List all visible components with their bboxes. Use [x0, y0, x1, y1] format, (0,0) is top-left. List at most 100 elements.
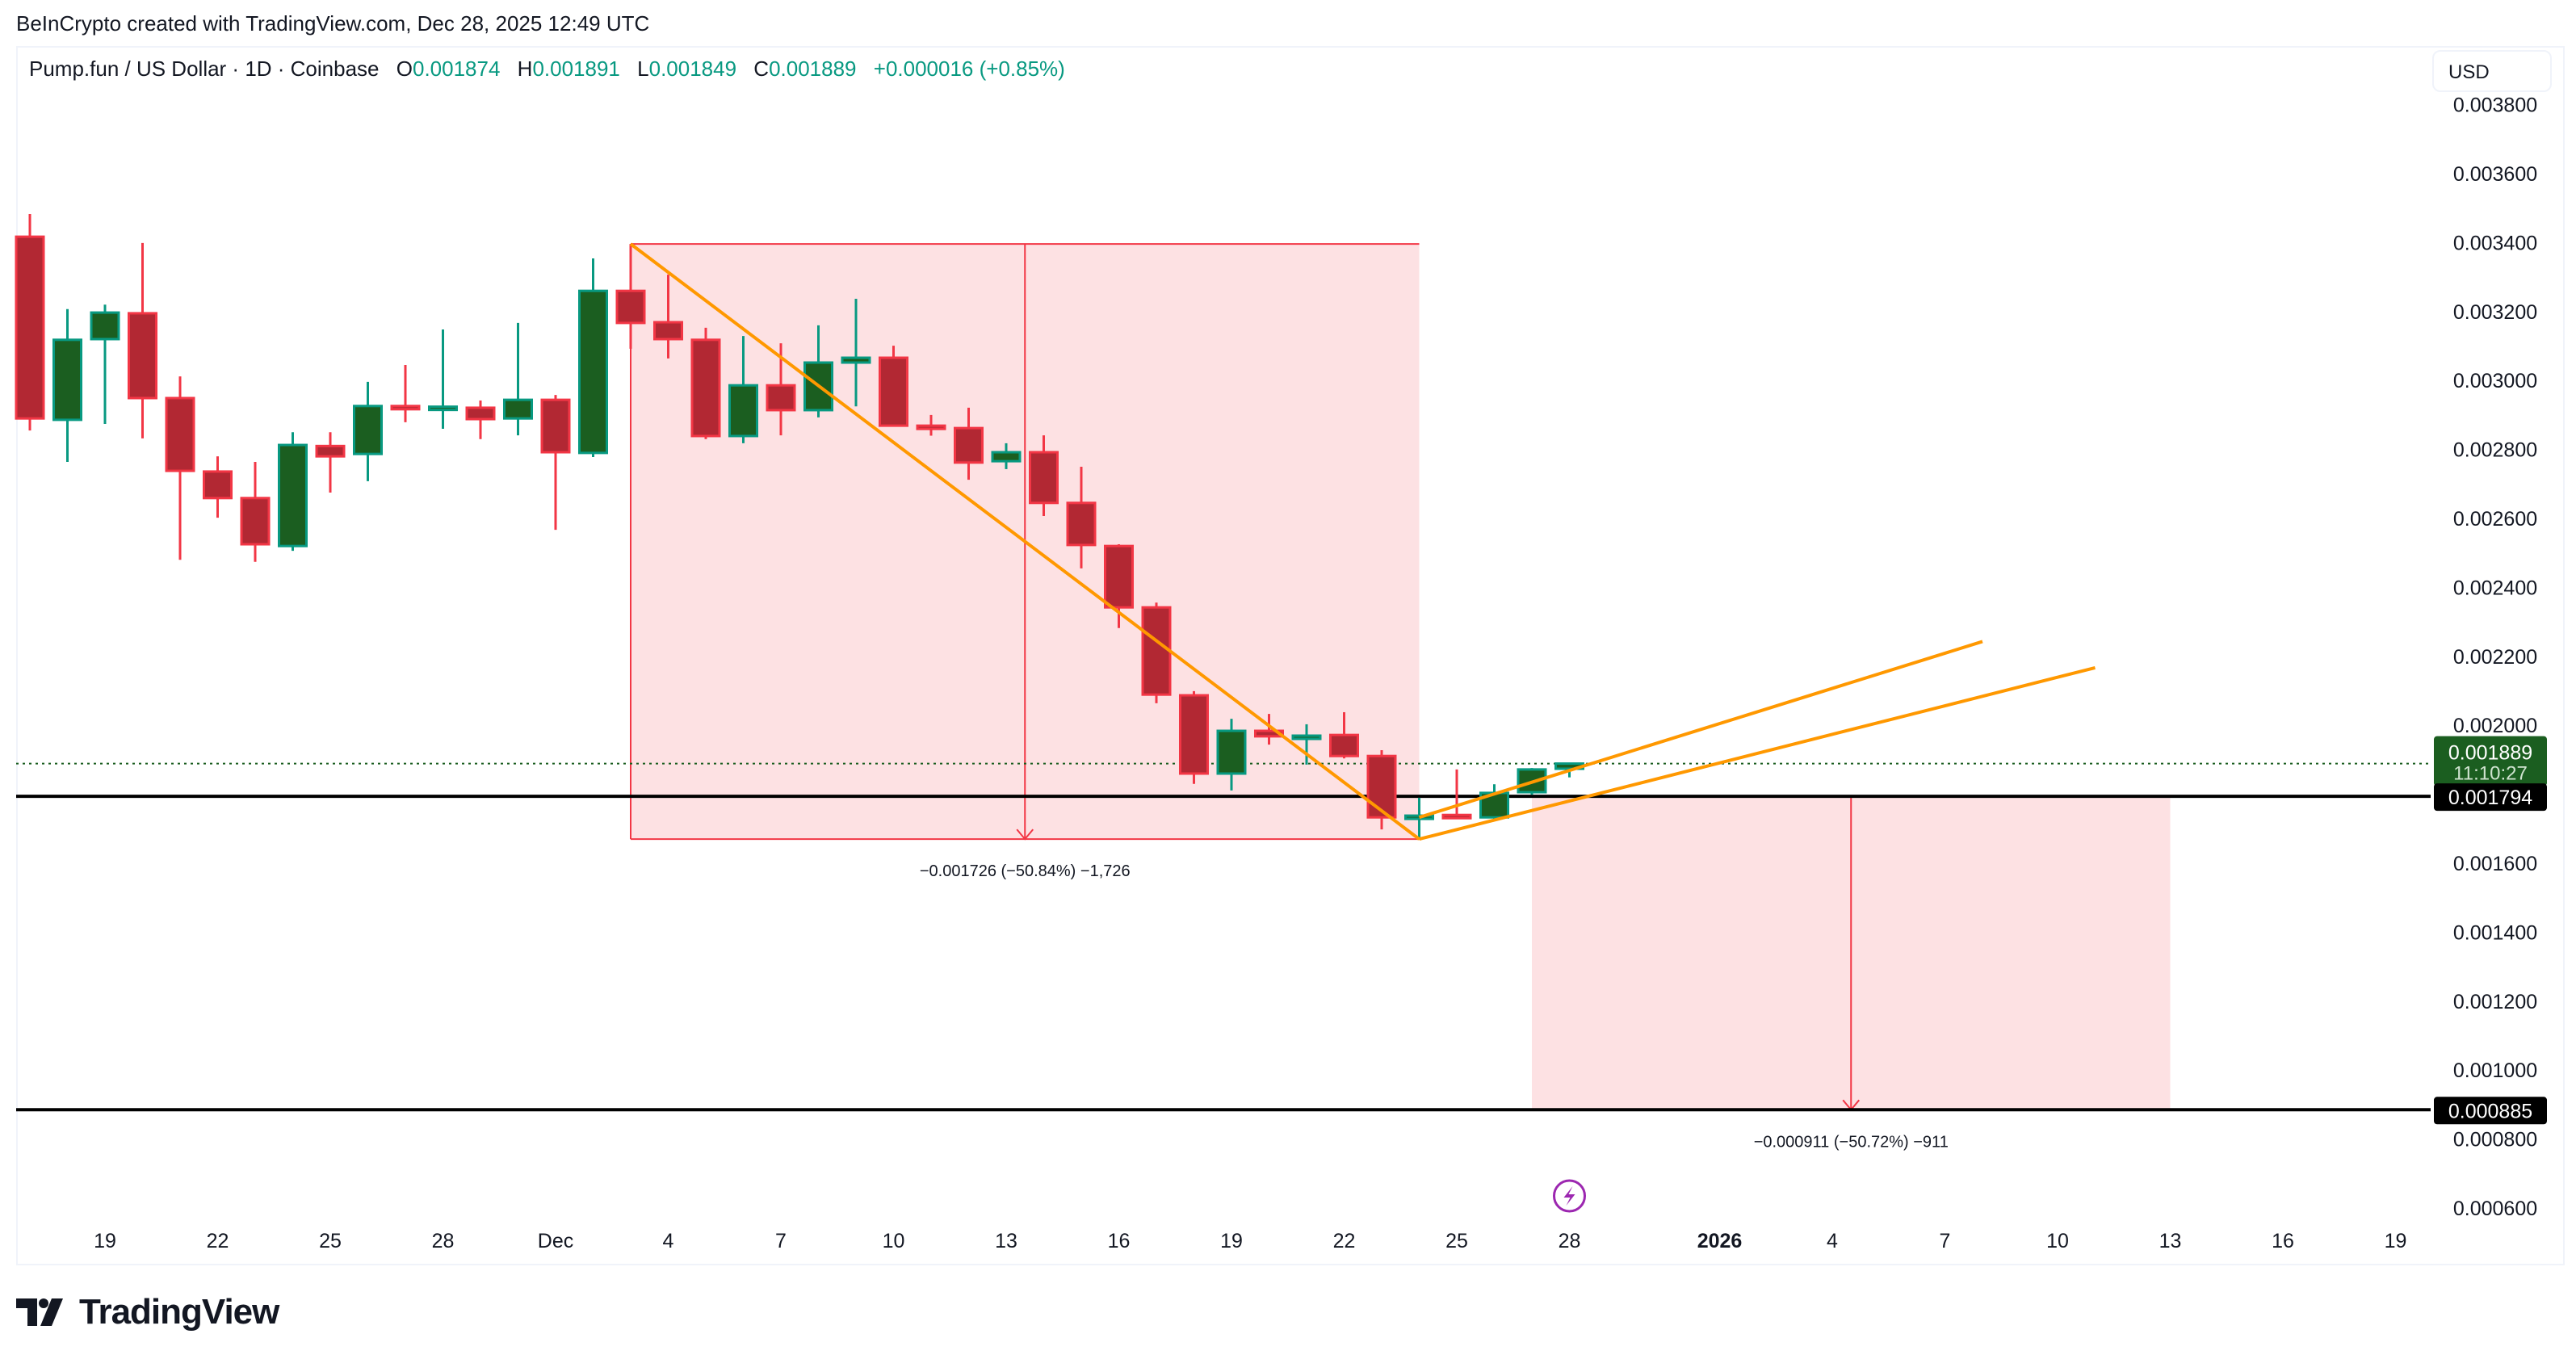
candle [465, 400, 496, 439]
y-tick-label: 0.003200 [2453, 301, 2537, 324]
candle [240, 461, 271, 562]
change-value: +0.000016 (+0.85%) [873, 57, 1065, 81]
candle-body [954, 426, 984, 464]
candle [1141, 602, 1172, 703]
candle-body [278, 443, 308, 547]
y-tick-label: 0.000600 [2453, 1198, 2537, 1220]
x-tick-label: 19 [94, 1230, 116, 1252]
candle-body [165, 396, 195, 472]
candle [578, 258, 608, 457]
y-tick-label: 0.002600 [2453, 508, 2537, 531]
candle [165, 376, 195, 560]
candle-body [991, 451, 1022, 463]
last-price-value: 0.001889 [2448, 742, 2532, 765]
measure-label: −0.001726 (−50.84%) −1,726 [920, 862, 1131, 880]
candle [1179, 690, 1209, 784]
currency-button[interactable]: USD [2432, 50, 2552, 92]
candle-body [465, 406, 496, 421]
candle [203, 456, 233, 518]
candle-body [428, 405, 458, 412]
candle-body [653, 321, 683, 341]
candle-body [128, 312, 157, 400]
x-tick-label: 28 [432, 1230, 455, 1252]
ohlc-legend: Pump.fun / US Dollar · 1D · Coinbase O 0.… [29, 57, 1065, 82]
candle-body [315, 444, 346, 458]
level-price-badge [2434, 783, 2547, 812]
candle-body [879, 356, 908, 427]
candle-body [1366, 754, 1397, 819]
candle [1441, 769, 1472, 820]
candle [766, 343, 796, 436]
candle [1254, 714, 1284, 745]
tradingview-logo-icon [16, 1298, 63, 1326]
x-tick-label: 25 [1445, 1230, 1468, 1252]
candle-body [52, 338, 82, 422]
candle-body [766, 384, 796, 412]
bar-countdown: 11:10:27 [2453, 763, 2528, 785]
y-tick-label: 0.003400 [2453, 232, 2537, 254]
x-tick-label: 19 [2385, 1230, 2407, 1252]
candle-body [1141, 606, 1172, 696]
candle-body [916, 424, 946, 430]
symbol-title[interactable]: Pump.fun / US Dollar · 1D · Coinbase [29, 57, 380, 81]
candle-body [540, 398, 571, 454]
candle-body [15, 235, 45, 420]
y-tick-label: 0.003800 [2453, 94, 2537, 117]
y-tick-label: 0.001600 [2453, 853, 2537, 875]
tradingview-logo-text: TradingView [79, 1292, 279, 1332]
candle-body [353, 405, 383, 455]
y-tick-label: 0.002800 [2453, 439, 2537, 462]
low-value: 0.001849 [648, 57, 737, 81]
candle-body [503, 398, 533, 420]
x-tick-label: 16 [1108, 1230, 1131, 1252]
x-tick-label: 7 [1940, 1230, 1951, 1252]
trend-line [629, 242, 1420, 841]
close-label: C [753, 57, 770, 81]
candle-body [1179, 694, 1209, 775]
candle [954, 407, 984, 480]
tradingview-logo: TradingView [16, 1292, 279, 1332]
x-tick-label: 10 [883, 1230, 905, 1252]
candle-body [90, 311, 120, 341]
candle [315, 432, 346, 493]
candle [15, 213, 45, 431]
candle [728, 336, 758, 443]
x-tick-label: 10 [2046, 1230, 2069, 1252]
y-tick-label: 0.001200 [2453, 991, 2537, 1013]
candle [128, 242, 157, 438]
candle-body [1291, 734, 1322, 740]
candle [390, 364, 421, 422]
candle-body [1216, 729, 1247, 775]
y-tick-label: 0.002400 [2453, 577, 2537, 599]
x-tick-label: 13 [2159, 1230, 2182, 1252]
chart-credit: BeInCrypto created with TradingView.com,… [16, 11, 650, 36]
candle-body [1029, 451, 1059, 505]
candle [278, 432, 308, 552]
candle [1329, 711, 1359, 759]
open-label: O [396, 57, 413, 81]
lightning-glyph [1563, 1186, 1575, 1206]
level-price-badge [2434, 1097, 2547, 1125]
x-tick-label: 7 [775, 1230, 787, 1252]
candle [52, 308, 82, 462]
y-tick-label: 0.003600 [2453, 163, 2537, 186]
candle [615, 244, 646, 349]
y-tick-label: 0.003000 [2453, 370, 2537, 392]
y-tick-label: 0.001400 [2453, 921, 2537, 944]
candle-body [578, 289, 608, 455]
measure-arrow-head [1016, 829, 1034, 841]
x-tick-label: 13 [995, 1230, 1017, 1252]
candle-body [1066, 501, 1097, 547]
y-tick-label: 0.000800 [2453, 1129, 2537, 1152]
close-value: 0.001889 [769, 57, 857, 81]
trend-line [1418, 640, 1983, 820]
candle-body [841, 356, 871, 364]
candle [991, 443, 1022, 469]
candle [1366, 749, 1397, 830]
candle-body [1254, 729, 1284, 738]
candle-body [615, 289, 646, 325]
candle [690, 327, 721, 439]
candle [916, 414, 946, 436]
candle-body [1104, 544, 1134, 609]
